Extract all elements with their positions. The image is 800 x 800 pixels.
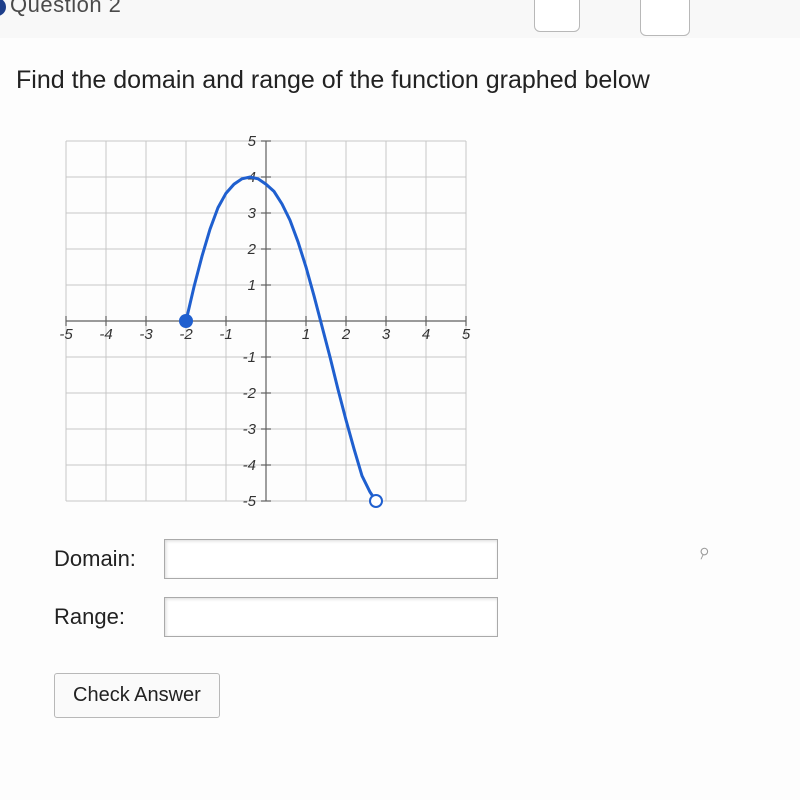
svg-text:-4: -4 bbox=[99, 326, 112, 343]
svg-text:1: 1 bbox=[248, 277, 256, 294]
svg-text:1: 1 bbox=[302, 326, 310, 343]
svg-text:-3: -3 bbox=[139, 326, 153, 343]
domain-row: Domain: bbox=[54, 539, 790, 579]
svg-text:3: 3 bbox=[248, 205, 257, 222]
svg-text:-5: -5 bbox=[59, 326, 73, 343]
range-label: Range: bbox=[54, 604, 164, 630]
page-root: { "topbar": { "question_label": "Questio… bbox=[0, 0, 800, 800]
answer-form: Domain: Range: Check Answer bbox=[54, 539, 790, 718]
nav-group bbox=[534, 0, 690, 36]
svg-text:2: 2 bbox=[247, 241, 257, 258]
svg-text:-1: -1 bbox=[219, 326, 232, 343]
svg-text:-2: -2 bbox=[179, 326, 193, 343]
nav-prev-button[interactable] bbox=[534, 0, 580, 32]
question-bullet bbox=[0, 0, 6, 16]
question-label: Question 2 bbox=[10, 0, 121, 18]
svg-text:2: 2 bbox=[341, 326, 351, 343]
chart-svg: -5-4-3-2-11234554321-1-2-3-4-5 bbox=[56, 131, 476, 511]
prompt-text: Find the domain and range of the functio… bbox=[16, 66, 790, 95]
svg-text:-5: -5 bbox=[243, 493, 257, 510]
check-answer-button[interactable]: Check Answer bbox=[54, 673, 220, 718]
svg-text:-1: -1 bbox=[243, 349, 256, 366]
svg-text:-3: -3 bbox=[243, 421, 257, 438]
content: Find the domain and range of the functio… bbox=[0, 38, 800, 800]
svg-text:5: 5 bbox=[248, 133, 257, 150]
nav-next-button[interactable] bbox=[640, 0, 690, 36]
domain-label: Domain: bbox=[54, 546, 164, 572]
svg-text:-2: -2 bbox=[243, 385, 257, 402]
svg-text:3: 3 bbox=[382, 326, 391, 343]
range-input[interactable] bbox=[164, 597, 498, 637]
svg-text:-4: -4 bbox=[243, 457, 256, 474]
svg-text:5: 5 bbox=[462, 326, 471, 343]
graph: -5-4-3-2-11234554321-1-2-3-4-5 bbox=[56, 131, 476, 511]
range-row: Range: bbox=[54, 597, 790, 637]
domain-input[interactable] bbox=[164, 539, 498, 579]
svg-text:4: 4 bbox=[422, 326, 430, 343]
topbar: Question 2 bbox=[0, 0, 800, 39]
